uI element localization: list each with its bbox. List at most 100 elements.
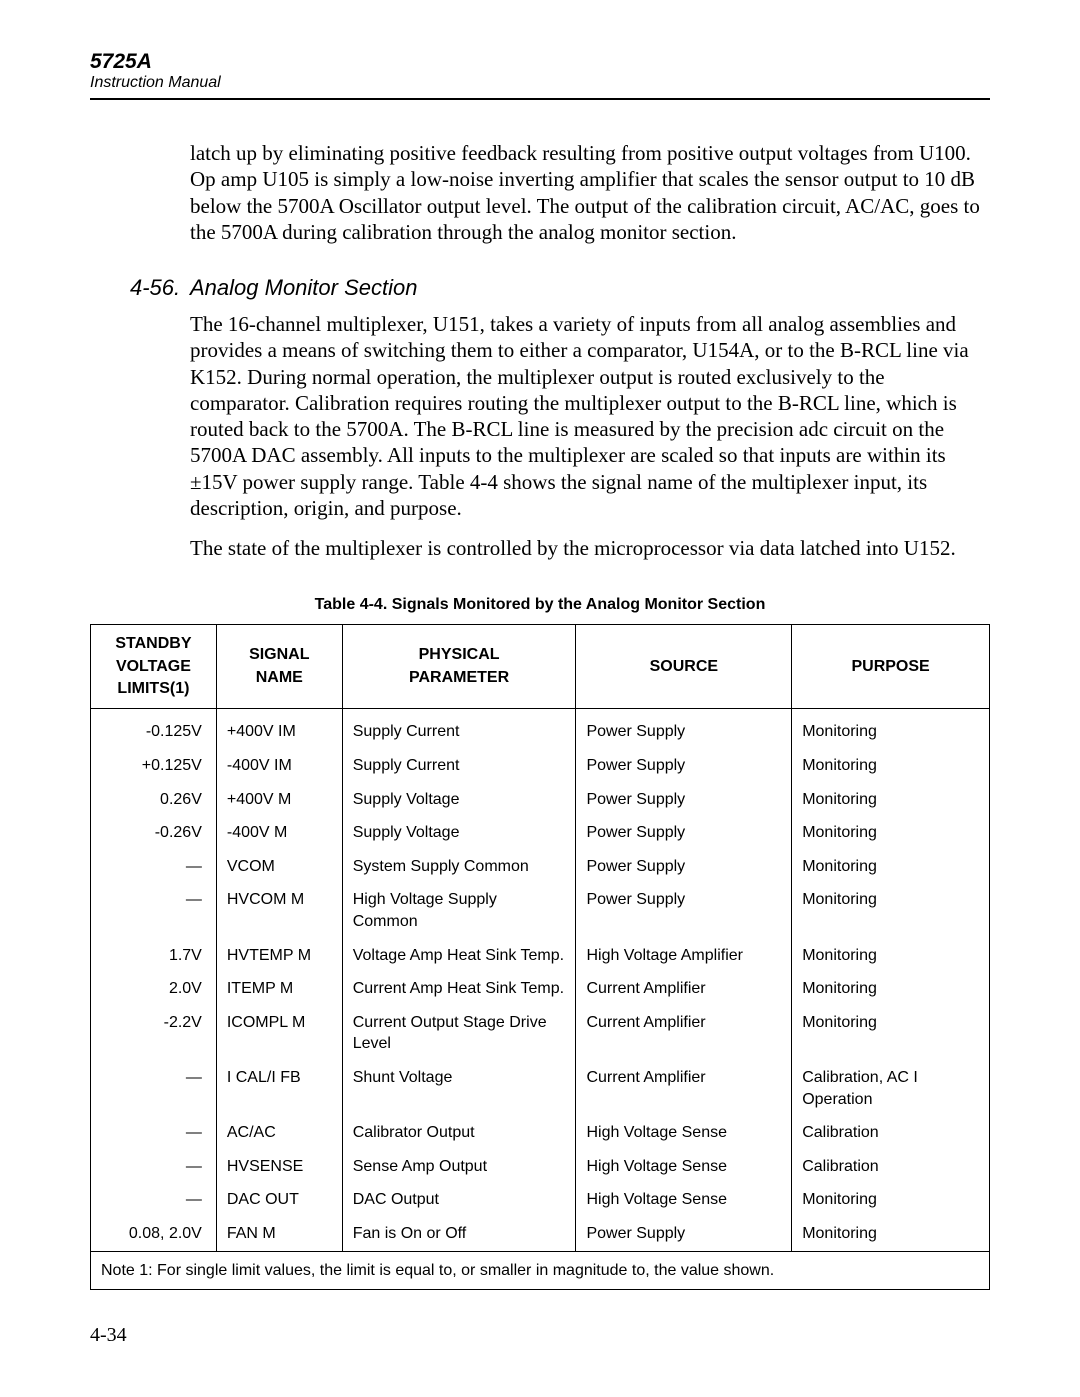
- table-row: —HVCOM MHigh Voltage Supply CommonPower …: [91, 883, 990, 938]
- table-cell: AC/AC: [216, 1116, 342, 1150]
- th-signal: SIGNALNAME: [216, 625, 342, 709]
- table-cell: Power Supply: [576, 709, 792, 749]
- table-cell: Power Supply: [576, 783, 792, 817]
- table-cell: Power Supply: [576, 850, 792, 884]
- table-cell: Sense Amp Output: [342, 1150, 576, 1184]
- th-source: SOURCE: [576, 625, 792, 709]
- table-row: -0.125V+400V IMSupply CurrentPower Suppl…: [91, 709, 990, 749]
- table-cell: —: [91, 883, 217, 938]
- table-cell: Power Supply: [576, 749, 792, 783]
- table-row: +0.125V-400V IMSupply CurrentPower Suppl…: [91, 749, 990, 783]
- table-cell: Supply Current: [342, 709, 576, 749]
- table-cell: Current Amplifier: [576, 1006, 792, 1061]
- table-cell: High Voltage Sense: [576, 1116, 792, 1150]
- table-cell: 0.08, 2.0V: [91, 1217, 217, 1251]
- table-cell: —: [91, 850, 217, 884]
- table-cell: DAC OUT: [216, 1183, 342, 1217]
- table-cell: Calibration, AC I Operation: [792, 1061, 990, 1116]
- table-row: 0.08, 2.0VFAN MFan is On or OffPower Sup…: [91, 1217, 990, 1251]
- table-cell: Monitoring: [792, 883, 990, 938]
- table-row: 2.0VITEMP MCurrent Amp Heat Sink Temp.Cu…: [91, 972, 990, 1006]
- table-cell: ITEMP M: [216, 972, 342, 1006]
- table-cell: Power Supply: [576, 1217, 792, 1251]
- table-row: —DAC OUTDAC OutputHigh Voltage SenseMoni…: [91, 1183, 990, 1217]
- intro-paragraph: latch up by eliminating positive feedbac…: [190, 140, 980, 245]
- table-cell: ICOMPL M: [216, 1006, 342, 1061]
- table-row: 1.7VHVTEMP MVoltage Amp Heat Sink Temp.H…: [91, 939, 990, 973]
- table-row: —HVSENSESense Amp OutputHigh Voltage Sen…: [91, 1150, 990, 1184]
- table-cell: 1.7V: [91, 939, 217, 973]
- table-cell: HVCOM M: [216, 883, 342, 938]
- table-cell: Monitoring: [792, 939, 990, 973]
- table-cell: Monitoring: [792, 1183, 990, 1217]
- table-note: Note 1: For single limit values, the lim…: [91, 1251, 990, 1290]
- table-cell: —: [91, 1183, 217, 1217]
- table-caption: Table 4-4. Signals Monitored by the Anal…: [90, 596, 990, 614]
- table-row: -0.26V-400V MSupply VoltagePower SupplyM…: [91, 816, 990, 850]
- signals-table: STANDBYVOLTAGELIMITS(1) SIGNALNAME PHYSI…: [90, 624, 990, 1290]
- table-cell: 0.26V: [91, 783, 217, 817]
- table-cell: Monitoring: [792, 816, 990, 850]
- table-row: —I CAL/I FBShunt VoltageCurrent Amplifie…: [91, 1061, 990, 1116]
- table-cell: Supply Voltage: [342, 783, 576, 817]
- th-param: PHYSICALPARAMETER: [342, 625, 576, 709]
- table-cell: -400V M: [216, 816, 342, 850]
- table-cell: Calibrator Output: [342, 1116, 576, 1150]
- table-row: 0.26V+400V MSupply VoltagePower SupplyMo…: [91, 783, 990, 817]
- table-cell: Calibration: [792, 1150, 990, 1184]
- table-row: —AC/ACCalibrator OutputHigh Voltage Sens…: [91, 1116, 990, 1150]
- table-cell: Supply Current: [342, 749, 576, 783]
- table-row: -2.2VICOMPL MCurrent Output Stage Drive …: [91, 1006, 990, 1061]
- table-cell: FAN M: [216, 1217, 342, 1251]
- table-cell: -0.125V: [91, 709, 217, 749]
- table-cell: High Voltage Sense: [576, 1183, 792, 1217]
- table-cell: Supply Voltage: [342, 816, 576, 850]
- table-cell: HVTEMP M: [216, 939, 342, 973]
- table-cell: 2.0V: [91, 972, 217, 1006]
- table-cell: Voltage Amp Heat Sink Temp.: [342, 939, 576, 973]
- table-header-row: STANDBYVOLTAGELIMITS(1) SIGNALNAME PHYSI…: [91, 625, 990, 709]
- table-cell: High Voltage Amplifier: [576, 939, 792, 973]
- th-standby: STANDBYVOLTAGELIMITS(1): [91, 625, 217, 709]
- table-cell: I CAL/I FB: [216, 1061, 342, 1116]
- table-cell: Monitoring: [792, 709, 990, 749]
- table-cell: Monitoring: [792, 749, 990, 783]
- table-cell: Fan is On or Off: [342, 1217, 576, 1251]
- table-cell: +400V IM: [216, 709, 342, 749]
- table-row: —VCOMSystem Supply CommonPower SupplyMon…: [91, 850, 990, 884]
- table-cell: Current Amplifier: [576, 972, 792, 1006]
- table-cell: DAC Output: [342, 1183, 576, 1217]
- table-cell: System Supply Common: [342, 850, 576, 884]
- table-cell: Current Amplifier: [576, 1061, 792, 1116]
- table-cell: —: [91, 1116, 217, 1150]
- section-heading: 4-56. Analog Monitor Section: [130, 275, 990, 301]
- table-cell: —: [91, 1150, 217, 1184]
- table-cell: Power Supply: [576, 883, 792, 938]
- section-number: 4-56.: [130, 275, 190, 301]
- table-cell: VCOM: [216, 850, 342, 884]
- section-body: The 16-channel multiplexer, U151, takes …: [190, 311, 980, 561]
- page-header: 5725A Instruction Manual: [90, 50, 990, 100]
- table-cell: HVSENSE: [216, 1150, 342, 1184]
- table-cell: +400V M: [216, 783, 342, 817]
- manual-title: Instruction Manual: [90, 74, 990, 92]
- table-cell: Monitoring: [792, 1006, 990, 1061]
- page-number: 4-34: [90, 1324, 127, 1347]
- section-para-2: The state of the multiplexer is controll…: [190, 535, 980, 561]
- model-number: 5725A: [90, 50, 990, 74]
- table-cell: Calibration: [792, 1116, 990, 1150]
- table-cell: Monitoring: [792, 972, 990, 1006]
- table-cell: +0.125V: [91, 749, 217, 783]
- intro-block: latch up by eliminating positive feedbac…: [190, 140, 980, 245]
- table-cell: Power Supply: [576, 816, 792, 850]
- table-cell: Monitoring: [792, 850, 990, 884]
- table-note-row: Note 1: For single limit values, the lim…: [91, 1251, 990, 1290]
- table-cell: -400V IM: [216, 749, 342, 783]
- th-purpose: PURPOSE: [792, 625, 990, 709]
- table-cell: Monitoring: [792, 1217, 990, 1251]
- table-cell: —: [91, 1061, 217, 1116]
- table-cell: Current Amp Heat Sink Temp.: [342, 972, 576, 1006]
- table-cell: Monitoring: [792, 783, 990, 817]
- section-para-1: The 16-channel multiplexer, U151, takes …: [190, 311, 980, 521]
- table-cell: High Voltage Sense: [576, 1150, 792, 1184]
